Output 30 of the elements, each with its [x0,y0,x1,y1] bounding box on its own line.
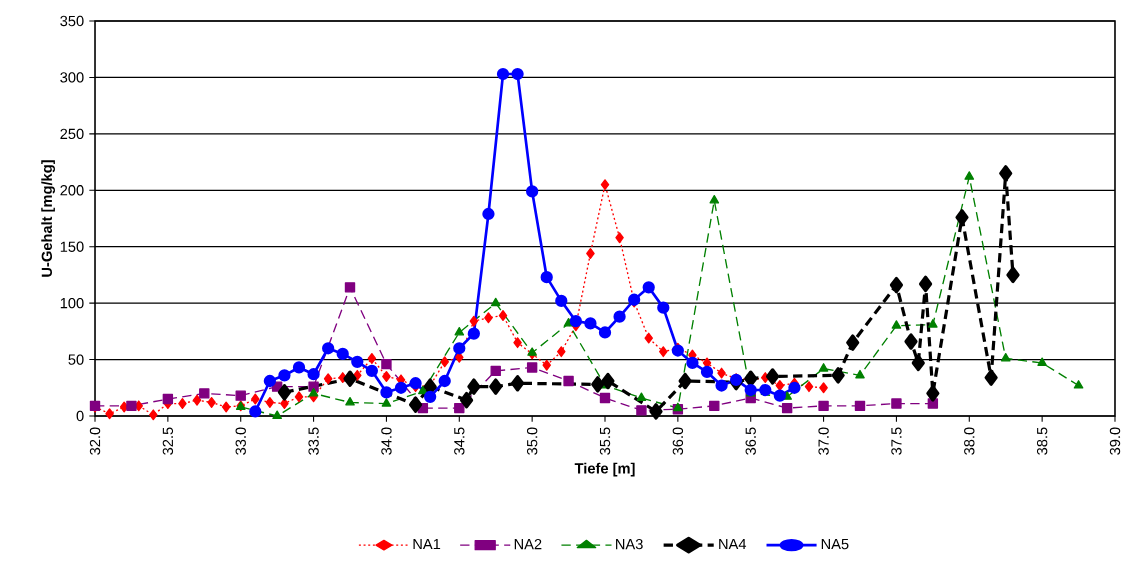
x-tick-label: 35.5 [599,427,611,455]
y-tick-label: 150 [60,241,84,252]
x-tick-label: 36.0 [672,427,684,455]
legend-label: NA2 [514,538,542,550]
x-axis-title: Tiefe [m] [574,462,635,477]
y-tick-label: 0 [76,410,84,422]
x-tick-label: 36.5 [745,427,756,455]
x-tick-label: 37.0 [818,427,829,455]
y-tick-label: 250 [60,128,84,140]
x-tick-label: 38.0 [964,427,975,455]
x-tick-label: 32.0 [89,427,101,455]
y-tick-label: 100 [60,297,84,309]
y-tick-label: 50 [68,354,84,365]
x-tick-label: 33.5 [308,427,319,455]
legend-label: NA1 [413,539,441,550]
x-tick-label: 34.0 [381,427,392,455]
x-tick-label: 38.5 [1036,427,1048,455]
legend-label: NA3 [616,538,643,550]
x-tick-label: 35.0 [526,427,538,455]
x-tick-label: 39.0 [1109,427,1121,455]
legend-label: NA5 [821,539,849,550]
x-tick-label: 37.5 [891,427,902,455]
legend-label: NA4 [719,539,747,550]
x-tick-label: 33.0 [235,427,246,455]
x-tick-label: 32.5 [162,427,174,455]
y-tick-label: 300 [60,72,84,83]
y-tick-label: 200 [60,185,84,196]
y-axis-title: U-Gehalt [mg/kg] [41,160,55,277]
y-tick-label: 350 [60,15,84,27]
x-tick-label: 34.5 [454,427,465,455]
